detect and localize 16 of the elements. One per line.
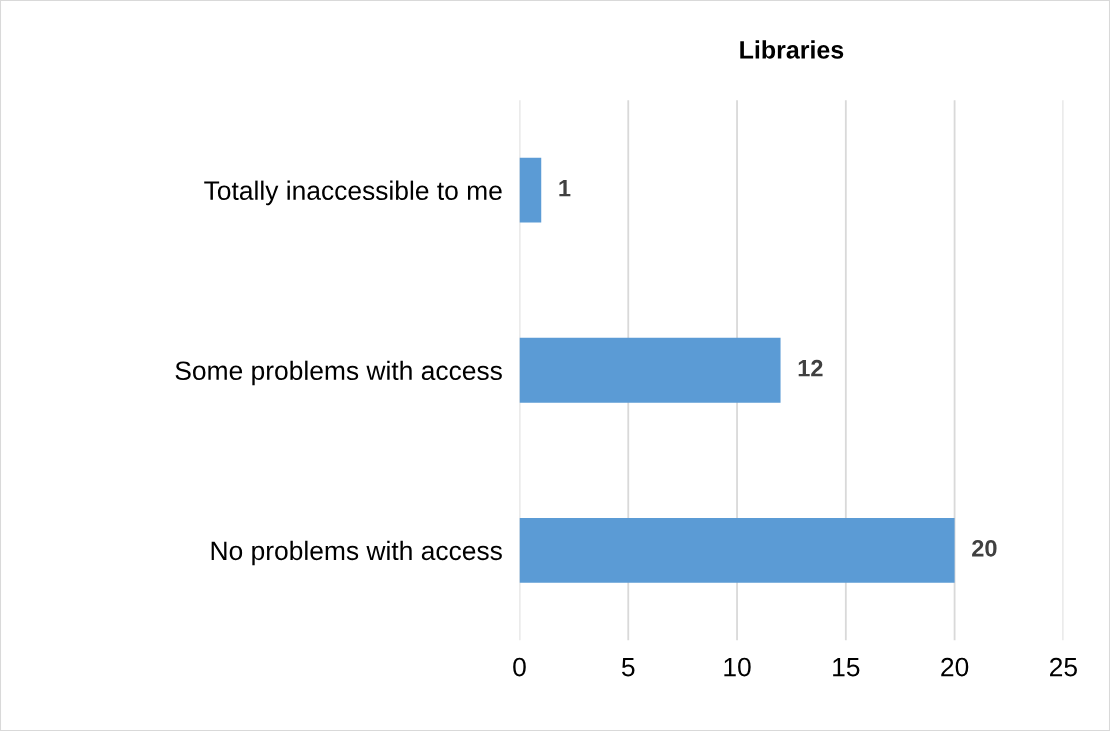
y-tick-label: Some problems with access xyxy=(175,360,502,386)
data-label: 12 xyxy=(798,359,823,377)
x-tick-label: 20 xyxy=(941,657,969,677)
data-label: 20 xyxy=(972,539,997,557)
bar xyxy=(519,337,781,403)
x-tick-label: 25 xyxy=(1050,657,1077,677)
x-tick-label: 10 xyxy=(724,657,751,677)
bar xyxy=(519,157,542,223)
y-tick-label: Totally inaccessible to me xyxy=(204,180,502,206)
data-label: 1 xyxy=(559,180,571,197)
x-tick-label: 15 xyxy=(833,657,860,677)
x-tick-label: 0 xyxy=(513,657,526,677)
x-tick-label: 5 xyxy=(621,657,635,677)
chart-title: Libraries xyxy=(740,40,844,59)
bar xyxy=(519,517,955,583)
y-tick-label: No problems with access xyxy=(211,540,502,566)
